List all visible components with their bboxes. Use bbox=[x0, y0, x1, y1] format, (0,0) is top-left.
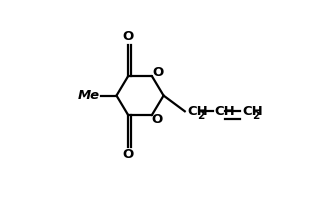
Text: O: O bbox=[123, 30, 134, 43]
Text: 2: 2 bbox=[252, 111, 260, 121]
Text: O: O bbox=[123, 148, 134, 161]
Text: 2: 2 bbox=[197, 111, 205, 121]
Text: O: O bbox=[152, 65, 163, 79]
Text: Me: Me bbox=[78, 89, 100, 102]
Text: O: O bbox=[151, 113, 162, 126]
Text: CH: CH bbox=[215, 105, 236, 118]
Text: CH: CH bbox=[242, 105, 263, 118]
Text: CH: CH bbox=[187, 105, 208, 118]
